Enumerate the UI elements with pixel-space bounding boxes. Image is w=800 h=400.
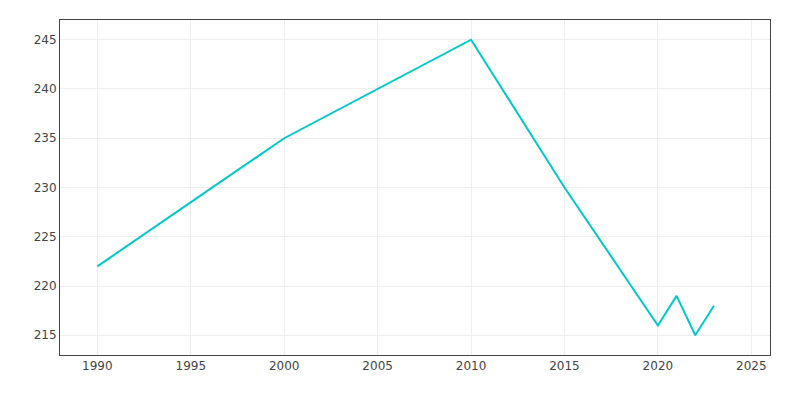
svg-text:1990: 1990 xyxy=(82,359,113,373)
svg-text:2010: 2010 xyxy=(456,359,487,373)
svg-text:2025: 2025 xyxy=(736,359,767,373)
svg-text:235: 235 xyxy=(34,131,57,145)
svg-text:220: 220 xyxy=(34,279,57,293)
svg-text:2020: 2020 xyxy=(643,359,674,373)
svg-text:245: 245 xyxy=(34,33,57,47)
svg-text:225: 225 xyxy=(34,230,57,244)
svg-text:215: 215 xyxy=(34,328,57,342)
svg-text:2005: 2005 xyxy=(362,359,393,373)
svg-text:240: 240 xyxy=(34,82,57,96)
svg-text:2000: 2000 xyxy=(269,359,300,373)
svg-text:230: 230 xyxy=(34,181,57,195)
svg-text:2015: 2015 xyxy=(549,359,580,373)
svg-text:1995: 1995 xyxy=(176,359,207,373)
